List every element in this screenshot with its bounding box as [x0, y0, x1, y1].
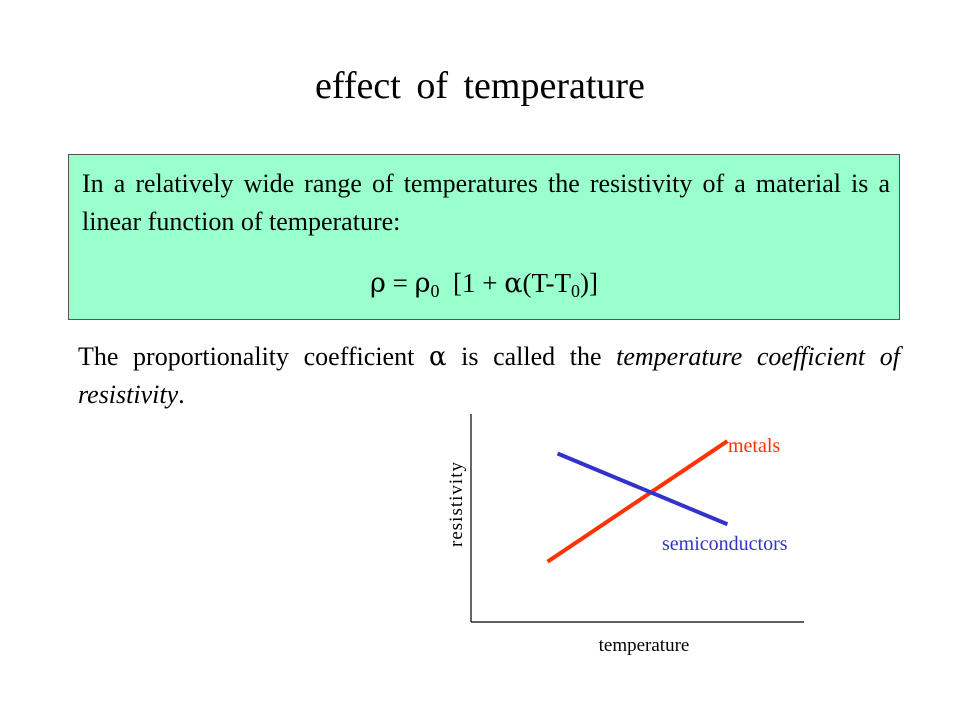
- x-axis-label: temperature: [599, 635, 690, 656]
- formula-equals: =: [385, 268, 415, 298]
- rho-zero-subscript: 0: [430, 281, 440, 301]
- rho-zero-symbol: ρ: [414, 268, 431, 299]
- page-title: effect of temperature: [315, 65, 645, 107]
- resistivity-temperature-chart: metals semiconductors temperature resist…: [446, 414, 804, 656]
- paragraph-text-2: is called the: [446, 342, 617, 371]
- coefficient-paragraph: The proportionality coefficient α is cal…: [78, 338, 900, 414]
- paragraph-text-1: The proportionality coefficient: [78, 342, 429, 371]
- formula-close: )]: [579, 268, 598, 298]
- paragraph-text-3: .: [178, 380, 185, 409]
- y-axis-label: resistivity: [446, 461, 467, 547]
- metals-line: [546, 439, 729, 564]
- definition-text: In a relatively wide range of temperatur…: [82, 169, 890, 236]
- semiconductors-label: semiconductors: [662, 533, 788, 555]
- formula-paren-left: (T-T: [522, 268, 571, 298]
- rho-symbol: ρ: [370, 268, 386, 299]
- paragraph-emphasis: temperature coefficient of resistivity: [78, 342, 900, 409]
- semiconductors-line: [556, 451, 729, 527]
- formula-open: [1 +: [439, 268, 505, 298]
- paragraph-alpha-symbol: α: [428, 342, 447, 372]
- resistivity-formula: ρ = ρ0 [1 + α(T-T0)]: [69, 265, 899, 302]
- alpha-symbol: α: [504, 268, 523, 299]
- metals-label: metals: [728, 435, 780, 457]
- t-zero-subscript: 0: [570, 281, 580, 301]
- definition-box: In a relatively wide range of temperatur…: [68, 154, 900, 320]
